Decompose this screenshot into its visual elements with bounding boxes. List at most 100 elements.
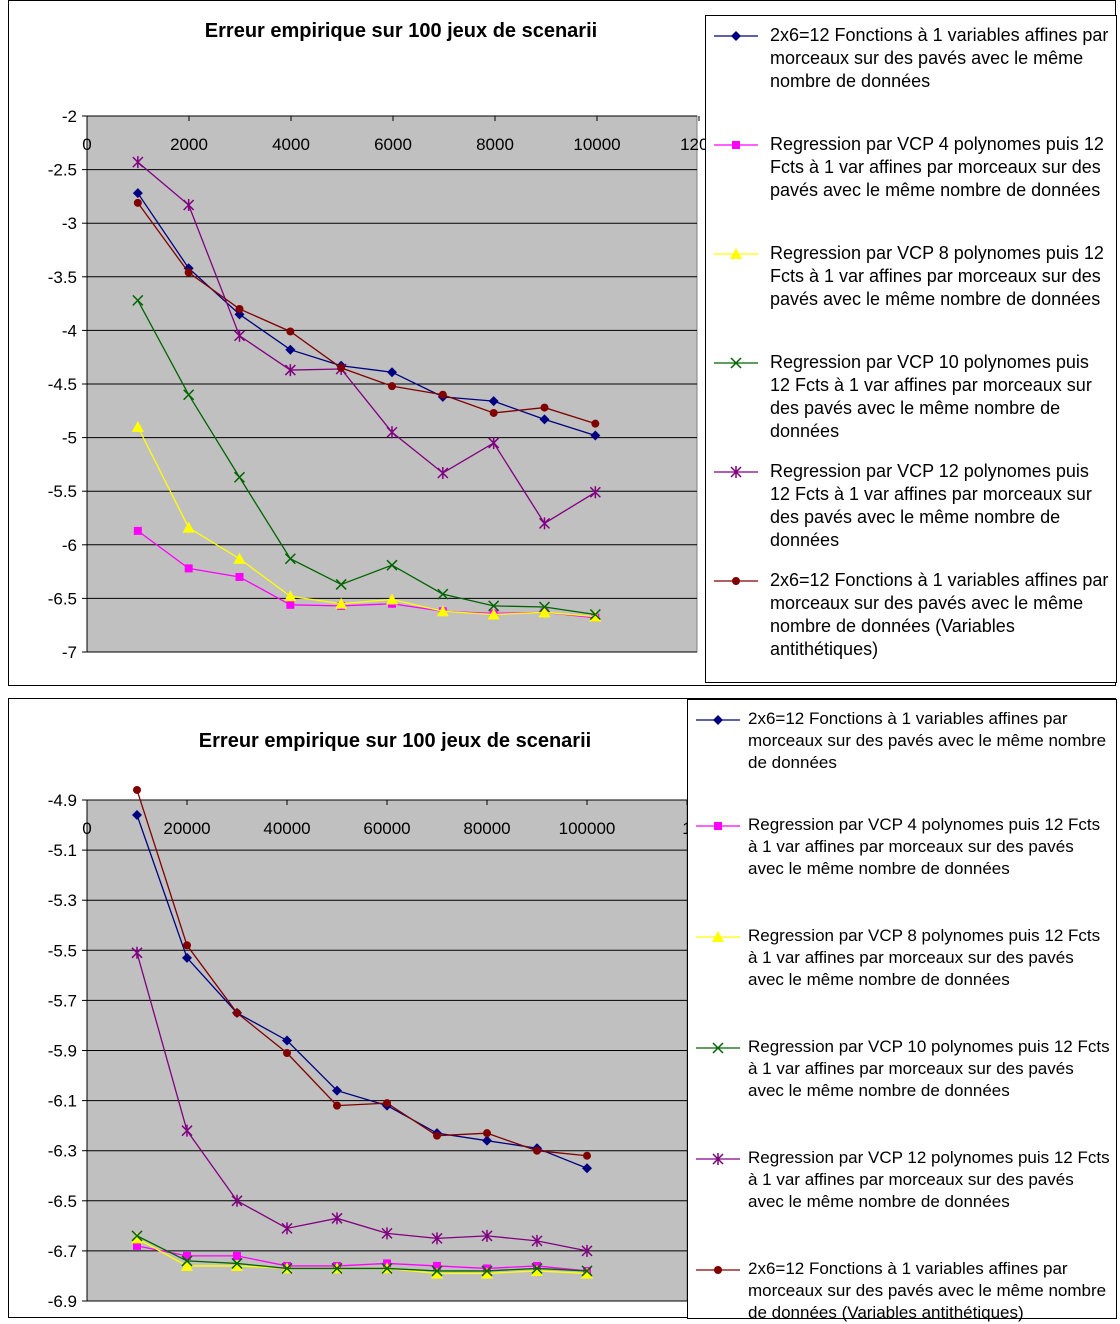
data-point bbox=[235, 572, 244, 581]
legend-label: Regression par VCP 12 polynomes puis 12 … bbox=[748, 1148, 1110, 1211]
x-tick-label: 4000 bbox=[272, 135, 310, 154]
data-point bbox=[231, 1194, 243, 1207]
y-tick-label: -5.9 bbox=[48, 1042, 77, 1061]
y-tick-label: -4.5 bbox=[48, 375, 77, 394]
legend-symbol bbox=[714, 1266, 722, 1274]
chart-2-svg: Erreur empirique sur 100 jeux de scenari… bbox=[48, 730, 687, 1311]
legend-marker bbox=[696, 715, 740, 725]
data-point bbox=[386, 426, 398, 439]
series-line bbox=[136, 814, 588, 1169]
data-point bbox=[386, 593, 398, 605]
data-point bbox=[133, 785, 141, 794]
data-point bbox=[531, 1234, 543, 1247]
series-line bbox=[136, 1235, 588, 1272]
data-point bbox=[483, 1129, 491, 1138]
data-point bbox=[589, 610, 602, 622]
data-point bbox=[181, 1255, 193, 1267]
y-tick-label: -3.5 bbox=[48, 268, 77, 287]
data-point bbox=[132, 294, 144, 306]
data-point bbox=[132, 156, 144, 169]
data-point bbox=[388, 382, 396, 391]
series-line bbox=[136, 789, 588, 1157]
data-point bbox=[231, 1259, 243, 1271]
legend-label: Regression par VCP 10 polynomes puis 12 … bbox=[748, 1037, 1110, 1100]
y-tick-label: -5.5 bbox=[48, 941, 77, 960]
data-point bbox=[433, 1261, 441, 1270]
data-point bbox=[433, 1131, 441, 1140]
legend-label: Regression par VCP 8 polynomes puis 12 F… bbox=[748, 926, 1101, 989]
data-point bbox=[331, 1262, 343, 1274]
data-point bbox=[183, 389, 195, 401]
data-point bbox=[183, 1251, 191, 1260]
data-point bbox=[281, 1222, 293, 1235]
chart-panel-1: Erreur empirique sur 100 jeux de scenari… bbox=[8, 0, 1117, 686]
legend-symbol bbox=[713, 715, 723, 725]
x-tick-label: 10000 bbox=[573, 135, 620, 154]
x-tick-label: 1200 bbox=[680, 135, 705, 154]
data-point bbox=[331, 1212, 343, 1225]
data-point bbox=[282, 1035, 292, 1046]
legend-marker bbox=[696, 931, 740, 942]
y-tick-label: -6.5 bbox=[48, 589, 77, 608]
legend-marker bbox=[696, 1042, 740, 1054]
data-point bbox=[285, 344, 296, 355]
data-point bbox=[182, 952, 192, 963]
series-4 bbox=[132, 294, 601, 621]
legend-marker bbox=[696, 1153, 740, 1165]
series-line bbox=[136, 1245, 588, 1272]
data-point bbox=[184, 268, 193, 277]
data-point bbox=[590, 430, 601, 441]
series-3 bbox=[131, 420, 602, 622]
data-point bbox=[233, 1251, 241, 1260]
data-point bbox=[337, 363, 346, 372]
legend-symbol bbox=[730, 248, 742, 259]
x-tick-label: 6000 bbox=[374, 135, 412, 154]
legend-symbol bbox=[712, 931, 724, 942]
legend-symbol bbox=[712, 1153, 724, 1165]
data-point bbox=[184, 564, 193, 573]
x-tick-label: 1 bbox=[682, 819, 687, 838]
data-point bbox=[233, 329, 246, 342]
data-point bbox=[538, 601, 551, 613]
series-line bbox=[137, 161, 596, 525]
data-point bbox=[438, 390, 447, 399]
data-point bbox=[533, 1146, 541, 1155]
chart-1-legend: 2x6=12 Fonctions à 1 variables affines p… bbox=[705, 15, 1117, 683]
data-point bbox=[381, 1262, 393, 1274]
data-point bbox=[283, 1049, 291, 1058]
x-tick-label: 20000 bbox=[163, 819, 210, 838]
data-point bbox=[131, 420, 144, 432]
data-point bbox=[583, 1151, 591, 1160]
y-tick-label: -3 bbox=[62, 214, 77, 233]
series-5 bbox=[131, 946, 593, 1257]
chart-panel-2: Erreur empirique sur 100 jeux de scenari… bbox=[8, 698, 1117, 1322]
data-point bbox=[181, 1124, 193, 1137]
chart-2-legend: 2x6=12 Fonctions à 1 variables affines p… bbox=[687, 699, 1117, 1322]
data-point bbox=[488, 436, 500, 449]
y-tick-label: -5.1 bbox=[48, 841, 77, 860]
legend-marker bbox=[714, 31, 758, 41]
data-point bbox=[538, 517, 551, 530]
data-point bbox=[335, 597, 348, 609]
data-point bbox=[133, 526, 142, 535]
series-6 bbox=[133, 198, 600, 428]
data-point bbox=[284, 590, 297, 602]
data-point bbox=[233, 471, 246, 483]
y-tick-label: -2 bbox=[62, 107, 77, 126]
legend-symbol bbox=[732, 141, 740, 149]
y-tick-label: -6 bbox=[62, 536, 77, 555]
series-line bbox=[137, 426, 596, 618]
data-point bbox=[431, 1267, 443, 1279]
legend-symbol bbox=[730, 466, 742, 478]
data-point bbox=[481, 1267, 493, 1279]
legend-symbol bbox=[731, 31, 741, 41]
series-5 bbox=[132, 156, 601, 530]
data-point bbox=[437, 466, 449, 479]
y-tick-label: -5.7 bbox=[48, 991, 77, 1010]
legend-label: Regression par VCP 4 polynomes puis 12 F… bbox=[770, 134, 1104, 200]
data-point bbox=[531, 1264, 543, 1276]
series-4 bbox=[131, 1230, 593, 1277]
data-point bbox=[284, 553, 296, 565]
legend-label: Regression par VCP 10 polynomes puis 12 … bbox=[770, 352, 1092, 441]
legend-marker bbox=[714, 141, 758, 149]
